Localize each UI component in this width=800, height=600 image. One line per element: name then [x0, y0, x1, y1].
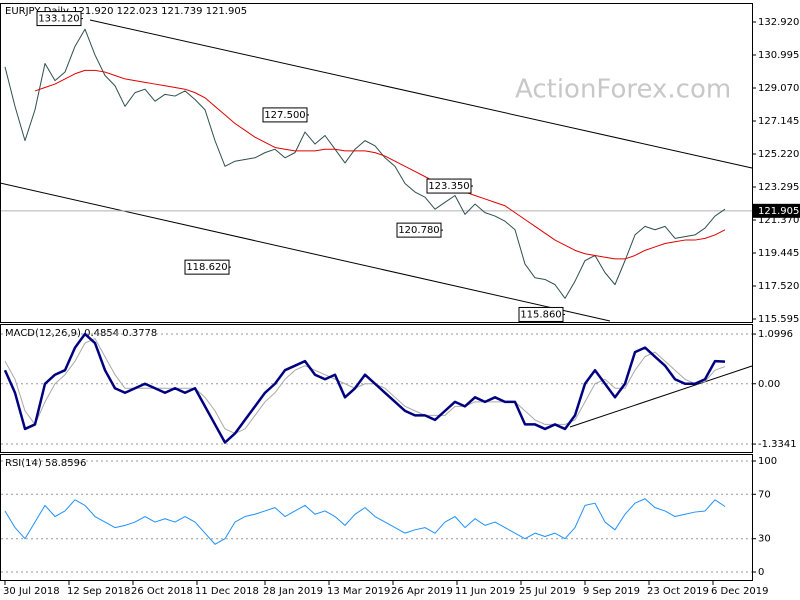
annotation-label: 120.780 — [398, 225, 439, 236]
y-tick-label: 30 — [758, 534, 771, 545]
y-tick-label: 115.595 — [758, 314, 799, 325]
annotation-label: 123.350 — [428, 181, 469, 192]
x-tick-label: 11 Dec 2018 — [195, 586, 259, 597]
x-tick-label: 11 Jun 2019 — [455, 586, 515, 597]
x-tick-label: 13 Mar 2019 — [327, 586, 390, 597]
channel-lower — [0, 182, 611, 322]
annotation-label: 118.620 — [186, 262, 227, 273]
annotation-label: 133.120 — [38, 14, 79, 25]
x-tick-label: 25 Jul 2019 — [519, 586, 576, 597]
channel-upper — [89, 19, 753, 169]
y-tick-label: 100 — [758, 456, 777, 467]
annotation-label: 115.860 — [520, 309, 561, 320]
x-tick-label: 26 Apr 2019 — [391, 586, 453, 597]
price-panel — [0, 3, 753, 323]
annotation-box — [518, 306, 564, 322]
y-tick-label: 0 — [758, 567, 764, 578]
y-tick-label: 132.920 — [758, 17, 799, 28]
series-line — [4, 28, 726, 299]
annotation-box — [396, 222, 442, 238]
y-tick-label: -1.3341 — [758, 439, 797, 450]
macd-title: MACD(12,26,9) 0.4854 0.3778 — [5, 328, 157, 339]
y-tick-label: 130.995 — [758, 50, 799, 61]
x-tick-label: 9 Sep 2019 — [583, 586, 640, 597]
y-tick-label: 125.220 — [758, 149, 799, 160]
x-tick-label: 6 Dec 2019 — [711, 586, 769, 597]
x-tick-label: 26 Oct 2018 — [131, 586, 193, 597]
last-price-label: 121.905 — [758, 206, 799, 217]
y-tick-label: 70 — [758, 489, 771, 500]
series-line — [34, 69, 726, 260]
x-tick-label: 23 Oct 2019 — [647, 586, 709, 597]
series-line — [3, 332, 726, 444]
last-price-box — [753, 203, 800, 218]
rsi-title: RSI(14) 58.8596 — [5, 458, 86, 469]
series-line — [4, 498, 726, 545]
series-line — [4, 338, 726, 434]
annotation-box — [36, 11, 82, 27]
y-tick-label: 127.145 — [758, 116, 799, 127]
annotation-box — [184, 259, 230, 275]
x-tick-label: 12 Sep 2018 — [67, 586, 130, 597]
watermark: ActionForex.com — [515, 75, 731, 105]
y-tick-label: 0.00 — [758, 379, 780, 390]
macd-panel — [0, 324, 753, 453]
y-tick-label: 117.520 — [758, 281, 799, 292]
y-tick-label: 129.070 — [758, 83, 799, 94]
y-tick-label: 123.295 — [758, 182, 799, 193]
macd-trendline — [569, 365, 753, 428]
annotation-box — [426, 178, 472, 194]
y-tick-label: 1.0996 — [758, 329, 793, 340]
y-tick-label: 121.370 — [758, 215, 799, 226]
price-title: EURJPY,Daily 121.920 122.023 121.739 121… — [5, 6, 247, 17]
annotation-box — [262, 107, 308, 123]
x-tick-label: 28 Jan 2019 — [263, 586, 323, 597]
annotation-label: 127.500 — [264, 110, 305, 121]
rsi-panel — [0, 454, 753, 581]
x-tick-label: 30 Jul 2018 — [3, 586, 60, 597]
y-tick-label: 119.445 — [758, 248, 799, 259]
